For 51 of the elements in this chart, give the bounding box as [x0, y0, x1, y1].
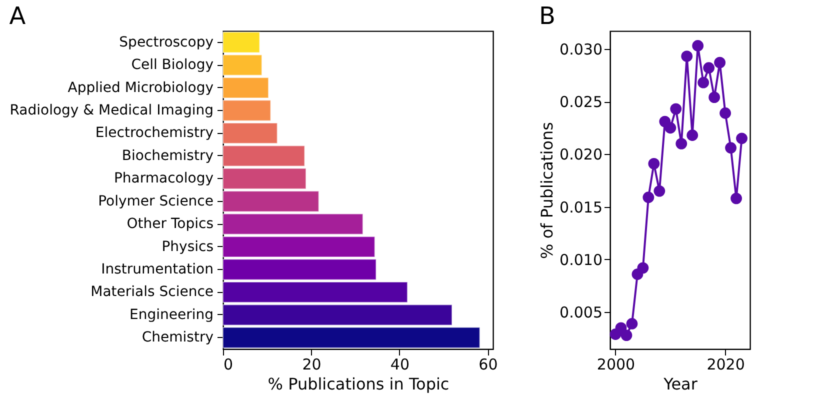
point: [714, 56, 726, 68]
y-tick-label: Chemistry: [142, 330, 214, 346]
point: [664, 122, 676, 134]
x-tick-label: 40: [390, 356, 410, 374]
point: [686, 130, 698, 141]
point: [708, 92, 720, 104]
y-tick-label: Engineering: [130, 306, 214, 323]
y-tick-label: 0.010: [560, 250, 602, 269]
point: [692, 40, 704, 52]
point: [620, 330, 632, 341]
y-tick-label: 0.025: [560, 93, 602, 112]
point: [736, 132, 748, 144]
y-tick-label: Electrochemistry: [95, 125, 214, 142]
chart-title: B: [539, 2, 556, 30]
x-tick-label: 0: [224, 356, 234, 374]
x-axis-title: Year: [662, 374, 698, 394]
point: [730, 192, 742, 204]
y-tick-label: Cell Biology: [131, 57, 214, 74]
y-tick-label: Instrumentation: [101, 262, 214, 278]
y-tick-label: Biochemistry: [122, 148, 214, 164]
point: [654, 185, 666, 197]
x-tick-label: 2020: [706, 356, 745, 374]
point: [642, 192, 654, 204]
x-axis-title: % Publications in Topic: [268, 374, 450, 394]
y-tick-label: Radiology & Medical Imaging: [10, 102, 214, 118]
y-tick-label: Physics: [162, 238, 214, 255]
y-tick-label: 0.030: [560, 40, 602, 58]
point: [725, 142, 736, 154]
point: [626, 318, 638, 330]
y-axis-title: % of Publications: [538, 122, 557, 259]
x-tick-label: 20: [302, 356, 322, 374]
y-tick-label: Spectroscopy: [119, 34, 214, 50]
y-tick-label: Applied Microbiology: [68, 80, 214, 96]
point: [670, 103, 682, 115]
x-tick-label: 2000: [596, 356, 636, 374]
point: [648, 158, 660, 170]
point: [703, 62, 715, 74]
point: [676, 138, 688, 150]
y-tick-label: Other Topics: [126, 216, 214, 232]
text: A: [9, 2, 26, 30]
y-tick-label: Materials Science: [90, 284, 214, 300]
y-tick-label: 0.015: [560, 198, 602, 216]
point: [698, 76, 710, 88]
point: [637, 262, 649, 274]
y-tick-label: 0.020: [560, 146, 602, 164]
x-tick-label: 60: [478, 356, 498, 374]
point: [720, 107, 731, 119]
point: [681, 50, 693, 62]
y-tick-label: Polymer Science: [98, 193, 214, 210]
y-tick-label: Pharmacology: [114, 170, 214, 187]
y-tick-label: 0.005: [560, 304, 602, 322]
